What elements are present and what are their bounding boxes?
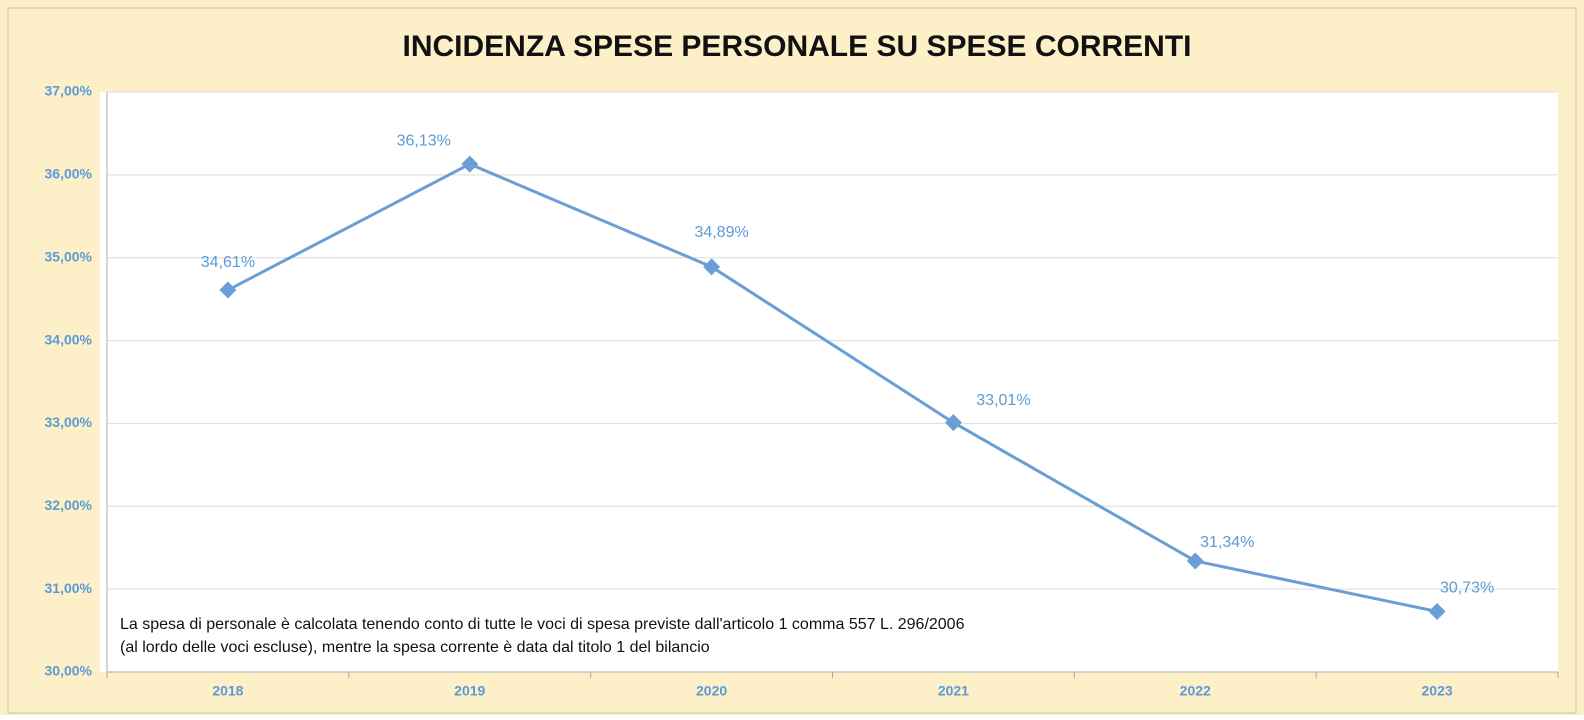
value-label: 33,01% bbox=[976, 392, 1030, 409]
marker bbox=[219, 281, 237, 299]
x-tick-label: 2020 bbox=[696, 683, 727, 699]
marker bbox=[1186, 552, 1204, 570]
y-tick-label: 36,00% bbox=[45, 166, 93, 182]
marker bbox=[1428, 603, 1446, 620]
x-tick-label: 2022 bbox=[1180, 683, 1211, 699]
annotation: La spesa di personale è calcolata tenend… bbox=[120, 616, 965, 633]
annotation: (al lordo delle voci escluse), mentre la… bbox=[120, 639, 710, 656]
y-tick-label: 33,00% bbox=[45, 414, 93, 430]
x-tick-label: 2021 bbox=[938, 683, 969, 699]
y-tick-label: 32,00% bbox=[45, 497, 93, 513]
x-tick-label: 2018 bbox=[212, 683, 243, 699]
y-tick-label: 34,00% bbox=[45, 331, 93, 347]
value-label: 34,89% bbox=[694, 224, 748, 241]
x-tick-label: 2019 bbox=[454, 683, 485, 699]
plot-area bbox=[100, 92, 1558, 672]
x-tick-label: 2023 bbox=[1422, 683, 1453, 699]
value-label: 31,34% bbox=[1200, 534, 1254, 551]
y-tick-label: 31,00% bbox=[45, 580, 93, 596]
y-tick-label: 35,00% bbox=[45, 248, 93, 264]
marker bbox=[461, 155, 479, 173]
value-label: 36,13% bbox=[397, 132, 451, 149]
line bbox=[227, 162, 1438, 613]
y-tick-label: 37,00% bbox=[45, 83, 93, 99]
marker bbox=[944, 414, 962, 432]
marker bbox=[703, 258, 721, 276]
chart-title: INCIDENZA SPESE PERSONALE SU SPESE CORRE… bbox=[402, 30, 1191, 63]
value-label: 30,73% bbox=[1440, 580, 1494, 597]
y-tick-label: 30,00% bbox=[45, 663, 93, 679]
value-label: 34,61% bbox=[201, 254, 255, 271]
